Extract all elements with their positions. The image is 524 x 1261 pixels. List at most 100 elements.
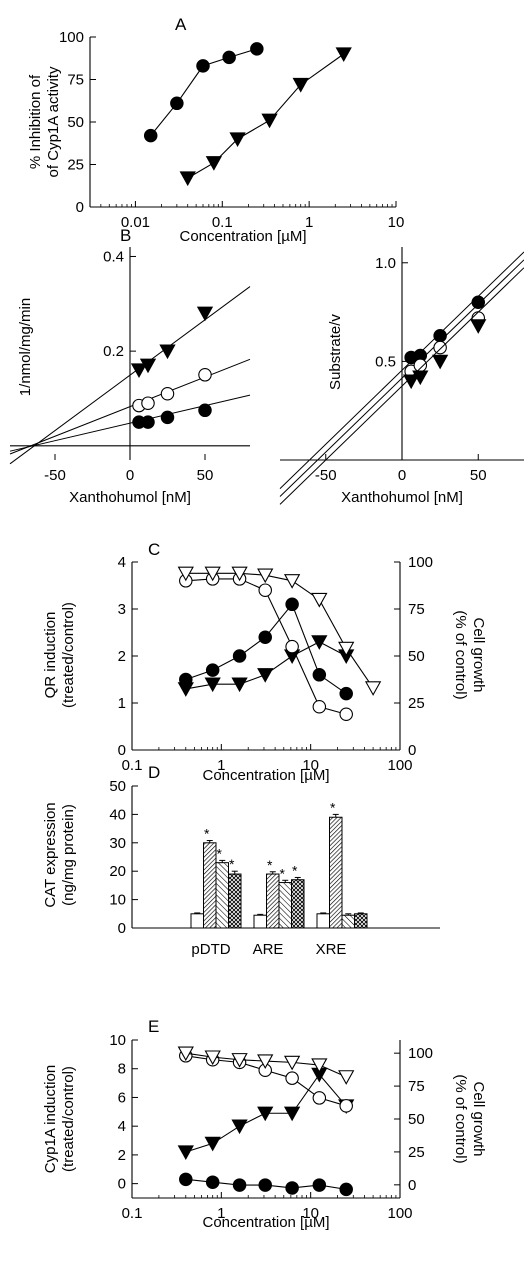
y-tick-label: 3 xyxy=(118,601,126,618)
data-point xyxy=(283,1055,301,1071)
data-point xyxy=(312,1091,327,1105)
data-point xyxy=(160,410,175,425)
bar xyxy=(354,913,368,929)
y2-axis-label: Cell growth(% of control) xyxy=(452,610,487,699)
y2-tick-label: 0 xyxy=(408,1177,416,1194)
y-tick-label: 50 xyxy=(67,114,84,131)
data-point xyxy=(285,1181,299,1195)
bar-group-are: * * * ARE xyxy=(253,857,305,958)
bar xyxy=(190,913,204,929)
x-tick-label: pDTD xyxy=(191,941,230,958)
data-point xyxy=(339,1182,353,1197)
regression-line xyxy=(9,286,251,465)
series-2 xyxy=(179,572,353,722)
data-point xyxy=(232,649,247,663)
data-point xyxy=(413,358,428,373)
bar xyxy=(341,914,355,929)
panel-b: B -50 0 50 0.2 0.4 Xanthohumol [nM] 1/nmol/mg/… xyxy=(9,226,524,506)
data-point xyxy=(311,635,328,650)
data-point xyxy=(338,1070,355,1085)
x-tick-label: XRE xyxy=(316,941,347,958)
y-tick-label: 50 xyxy=(109,778,126,795)
significance-marker: * xyxy=(330,799,336,815)
y-tick-label: 0 xyxy=(76,199,84,216)
series-0 xyxy=(9,286,251,465)
data-point xyxy=(364,681,382,696)
series-0 xyxy=(179,597,353,701)
regression-line xyxy=(9,394,251,452)
x-tick-label: 1 xyxy=(217,1205,225,1222)
y-tick-label: 30 xyxy=(109,835,126,852)
y-axis-label: % Inhibition ofof Cyp1A activity xyxy=(27,66,62,177)
data-point xyxy=(205,156,222,171)
y-tick-label: 0.4 xyxy=(103,248,124,265)
panel-e: E 0.1 1 10 10002468100255075100Concentratio… xyxy=(42,1017,487,1231)
data-point xyxy=(312,1178,327,1192)
data-point xyxy=(179,1172,193,1187)
y-axis-label: Cyp1A induction(treated/control) xyxy=(42,1065,77,1173)
data-point xyxy=(339,686,353,701)
y-tick-label: 0.2 xyxy=(103,343,124,360)
x-tick-label: 0.01 xyxy=(121,214,150,231)
x-tick-label: -50 xyxy=(44,467,66,484)
panel-c-letter: C xyxy=(148,540,160,559)
series-3 xyxy=(177,566,382,696)
bar xyxy=(278,882,292,929)
data-point xyxy=(177,566,194,582)
x-tick-label: ARE xyxy=(253,941,284,958)
y-tick-label: 25 xyxy=(67,157,84,174)
bar xyxy=(228,873,242,929)
y-tick-label: 0.5 xyxy=(375,353,396,370)
data-point xyxy=(231,566,248,582)
data-point xyxy=(222,50,236,65)
data-point xyxy=(258,1178,272,1192)
series-1 xyxy=(177,635,355,697)
bar-group-xre: * XRE xyxy=(316,799,368,958)
data-point xyxy=(205,663,220,677)
data-point xyxy=(285,1071,299,1085)
data-point xyxy=(170,96,184,111)
significance-marker: * xyxy=(204,826,210,842)
series-0 xyxy=(177,1067,355,1161)
y-tick-label: 10 xyxy=(109,892,126,909)
x-axis-label: Concentration [µM] xyxy=(179,228,306,245)
significance-marker: * xyxy=(267,857,273,873)
data-point xyxy=(261,113,278,129)
y-tick-label: 1.0 xyxy=(375,255,396,272)
series-line xyxy=(185,572,374,689)
data-point xyxy=(160,386,175,401)
data-point xyxy=(196,59,210,73)
x-axis-label: Concentration [µM] xyxy=(202,1214,329,1231)
x-tick-label: 0.1 xyxy=(212,214,233,231)
data-point xyxy=(139,358,157,374)
data-point xyxy=(433,340,447,355)
panel-e-letter: E xyxy=(148,1017,159,1036)
y2-tick-label: 75 xyxy=(408,601,425,618)
data-point xyxy=(471,295,485,309)
y-tick-label: 0 xyxy=(118,742,126,759)
y-tick-label: 10 xyxy=(109,1032,126,1049)
series-1 xyxy=(179,47,352,187)
regression-line xyxy=(279,267,524,505)
x-axis-label: Xanthohumol [nM] xyxy=(341,489,463,506)
regression-line xyxy=(279,259,524,497)
data-point xyxy=(204,1136,221,1152)
x-tick-label: 50 xyxy=(197,467,214,484)
data-point xyxy=(231,677,248,693)
y2-tick-label: 100 xyxy=(408,554,433,571)
series-0 xyxy=(143,42,264,143)
y2-tick-label: 75 xyxy=(408,1078,425,1095)
data-point xyxy=(204,677,221,693)
series-2 xyxy=(279,267,524,505)
y-tick-label: 4 xyxy=(118,1118,126,1135)
bar xyxy=(253,914,267,929)
data-point xyxy=(257,568,274,584)
bar xyxy=(329,816,343,929)
data-point xyxy=(470,319,487,334)
significance-marker: * xyxy=(292,862,298,878)
data-point xyxy=(335,47,352,62)
data-point xyxy=(292,77,309,93)
data-point xyxy=(231,1053,248,1068)
